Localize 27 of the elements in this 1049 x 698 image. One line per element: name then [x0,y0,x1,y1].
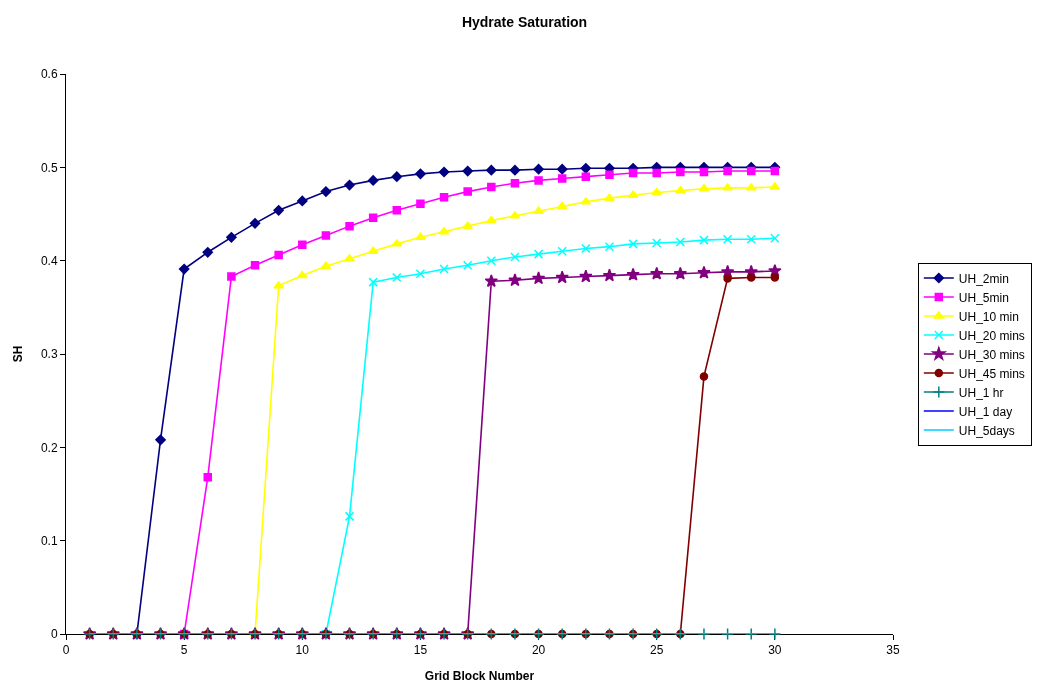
legend-label: UH_5min [958,290,1009,305]
y-axis-title: SH [11,345,26,363]
x-tick-label: 10 [295,643,310,658]
chart-title: Hydrate Saturation [461,14,588,31]
legend-label: UH_45 mins [958,366,1025,381]
legend-label: UH_1 day [958,404,1013,419]
y-tick-label: 0.4 [40,253,58,268]
x-tick-label: 20 [531,643,546,658]
x-axis-title: Grid Block Number [424,669,535,684]
legend-label: UH_2min [958,271,1009,286]
legend-label: UH_10 min [958,309,1019,324]
y-tick-label: 0.5 [40,160,58,175]
x-tick-label: 15 [413,643,428,658]
x-tick-label: 30 [768,643,782,658]
y-tick-label: 0.2 [40,440,58,455]
legend-label: UH_1 hr [958,385,1004,400]
legend-label: UH_30 mins [958,347,1025,362]
y-tick-label: 0.1 [40,533,58,548]
x-tick-label: 25 [650,643,664,658]
x-tick-label: 5 [180,643,188,658]
y-tick-label: 0.6 [40,67,58,82]
x-tick-label: 0 [62,643,70,658]
legend-label: UH_5days [958,423,1015,438]
y-tick-label: 0.3 [40,347,58,362]
y-tick-label: 0 [50,627,58,642]
x-tick-label: 35 [886,643,900,658]
legend-label: UH_20 mins [958,328,1025,343]
